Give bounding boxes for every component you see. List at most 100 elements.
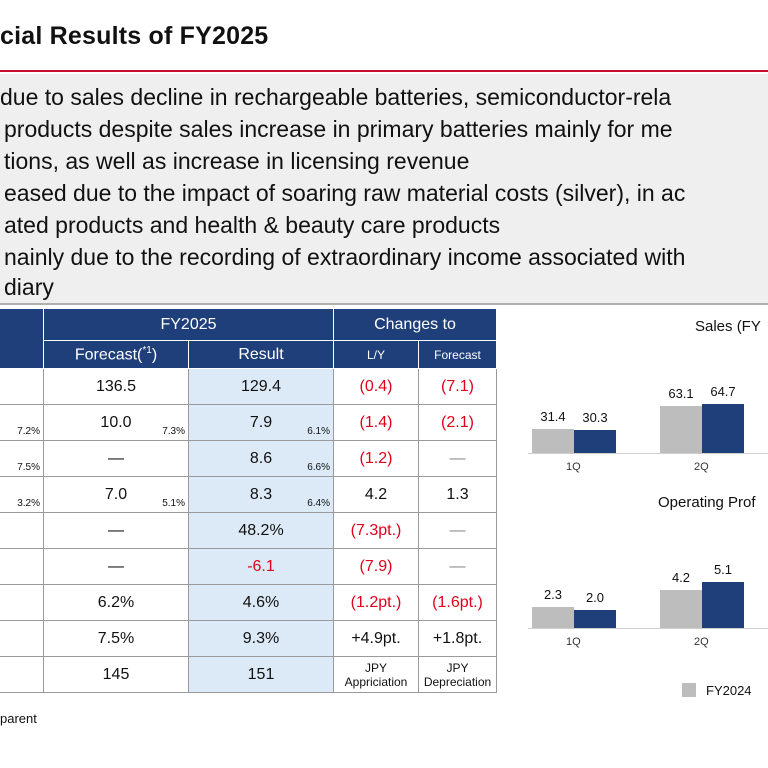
row-label-cell — [0, 368, 44, 405]
legend-swatch — [682, 683, 696, 697]
cell-value: (1.6pt.) — [432, 593, 483, 611]
result-cell: 9.3% — [188, 620, 334, 657]
legend-label: FY2024 — [706, 683, 752, 698]
change-ly-cell: +4.9pt. — [333, 620, 419, 657]
change-ly-cell: 4.2 — [333, 476, 419, 513]
cell-margin-pct: 7.2% — [17, 426, 40, 437]
financial-results-table: FY2025 Changes to Forecast(*1) Result L/… — [0, 308, 497, 693]
bar-2q-series1 — [702, 404, 744, 453]
summary-line: tions, as well as increase in licensing … — [4, 148, 470, 174]
summary-line: ated products and health & beauty care p… — [4, 212, 501, 238]
table-row: 7.2% 10.0 7.3% 7.9 6.1% (1.4) (2.1) — [0, 404, 497, 441]
cell-value: 145 — [102, 665, 130, 683]
changes-header: Changes to — [333, 308, 497, 341]
forecast-cell: 7.5% — [43, 620, 189, 657]
bar-value-label: 5.1 — [713, 562, 733, 578]
cell-value: 7.5% — [97, 629, 135, 647]
change-forecast-cell: JPY Depreciation — [418, 656, 497, 693]
forecast-cell: 10.0 7.3% — [43, 404, 189, 441]
x-tick-label: 2Q — [694, 461, 709, 473]
table-row: 7.5% 9.3% +4.9pt. +1.8pt. — [0, 620, 497, 657]
row-label-cell — [0, 656, 44, 693]
cell-value: 4.2 — [364, 485, 388, 503]
op-profit-chart-title: Operating Prof — [658, 494, 756, 511]
cell-value: 151 — [247, 665, 275, 683]
cell-value: 7.9 — [249, 413, 273, 431]
sales-chart-title: Sales (FY — [695, 318, 761, 335]
cell-margin-pct: 6.4% — [307, 498, 330, 509]
cell-margin-pct: 7.5% — [17, 462, 40, 473]
result-cell: 151 — [188, 656, 334, 693]
cell-value: -6.1 — [247, 557, 275, 575]
table-row: 7.5% — 8.6 6.6% (1.2) — — [0, 440, 497, 477]
summary-line: diary — [4, 274, 54, 300]
cell-value: (7.9) — [359, 557, 393, 575]
bar-1q-series0 — [532, 607, 574, 628]
cell-margin-pct: 6.1% — [307, 426, 330, 437]
cell-value: (2.1) — [441, 413, 474, 431]
result-cell: 129.4 — [188, 368, 334, 405]
table-row: 136.5 129.4 (0.4) (7.1) — [0, 368, 497, 405]
change-ly-cell: JPY Appriciation — [333, 656, 419, 693]
cell-value: (7.1) — [441, 377, 474, 395]
x-axis-line — [528, 628, 768, 629]
cell-value: — — [449, 521, 466, 539]
result-cell: 7.9 6.1% — [188, 404, 334, 441]
cell-margin-pct: 3.2% — [17, 498, 40, 509]
summary-line: products despite sales increase in prima… — [4, 116, 673, 142]
summary-line: due to sales decline in rechargeable bat… — [0, 84, 672, 110]
cell-value: 8.3 — [249, 485, 273, 503]
row-label-header — [0, 308, 44, 369]
x-tick-label: 1Q — [566, 461, 581, 473]
forecast-cell: 6.2% — [43, 584, 189, 621]
bar-1q-series0 — [532, 429, 574, 453]
x-tick-label: 1Q — [566, 636, 581, 648]
forecast-cell: 136.5 — [43, 368, 189, 405]
result-cell: -6.1 — [188, 548, 334, 585]
summary-box: due to sales decline in rechargeable bat… — [0, 74, 768, 305]
table-row: 145 151 JPY Appriciation JPY Depreciation — [0, 656, 497, 693]
cell-value: JPY Depreciation — [423, 660, 492, 689]
result-cell: 8.6 6.6% — [188, 440, 334, 477]
forecast-header: Forecast(*1) — [43, 340, 189, 369]
row-label-cell — [0, 620, 44, 657]
bar-value-label: 30.3 — [582, 410, 608, 426]
table-row: — 48.2% (7.3pt.) — — [0, 512, 497, 549]
bar-value-label: 4.2 — [671, 570, 691, 586]
bar-2q-series0 — [660, 405, 702, 453]
change-ly-cell: (7.9) — [333, 548, 419, 585]
summary-line: nainly due to the recording of extraordi… — [4, 244, 686, 270]
bar-2q-series1 — [702, 582, 744, 628]
cell-value: 6.2% — [97, 593, 135, 611]
fy2025-header: FY2025 — [43, 308, 334, 341]
x-axis-line — [528, 453, 768, 454]
row-label-cell — [0, 548, 44, 585]
change-forecast-cell: +1.8pt. — [418, 620, 497, 657]
result-cell: 8.3 6.4% — [188, 476, 334, 513]
bar-value-label: 31.4 — [540, 409, 566, 425]
result-cell: 48.2% — [188, 512, 334, 549]
bar-1q-series1 — [574, 430, 616, 453]
summary-line: eased due to the impact of soaring raw m… — [4, 180, 686, 206]
change-forecast-cell: — — [418, 548, 497, 585]
x-tick-label: 2Q — [694, 636, 709, 648]
cell-value: — — [108, 521, 124, 539]
cell-value: (1.2) — [359, 449, 393, 467]
row-label-cell — [0, 512, 44, 549]
forecast-cell: — — [43, 548, 189, 585]
title-divider — [0, 70, 768, 72]
forecast-cell: — — [43, 512, 189, 549]
change-forecast-cell: — — [418, 440, 497, 477]
cell-value: — — [449, 557, 466, 575]
row-label-cell: 7.2% — [0, 404, 44, 441]
bar-value-label: 64.7 — [710, 384, 736, 400]
change-forecast-cell: 1.3 — [418, 476, 497, 513]
change-ly-cell: (1.2) — [333, 440, 419, 477]
cell-value: 7.0 — [104, 485, 128, 503]
change-forecast-cell: (1.6pt.) — [418, 584, 497, 621]
cell-value: 48.2% — [238, 521, 284, 539]
cell-value: 9.3% — [242, 629, 280, 647]
cell-value: (7.3pt.) — [350, 521, 402, 539]
cell-margin-pct: 5.1% — [162, 498, 185, 509]
table-row: — -6.1 (7.9) — — [0, 548, 497, 585]
